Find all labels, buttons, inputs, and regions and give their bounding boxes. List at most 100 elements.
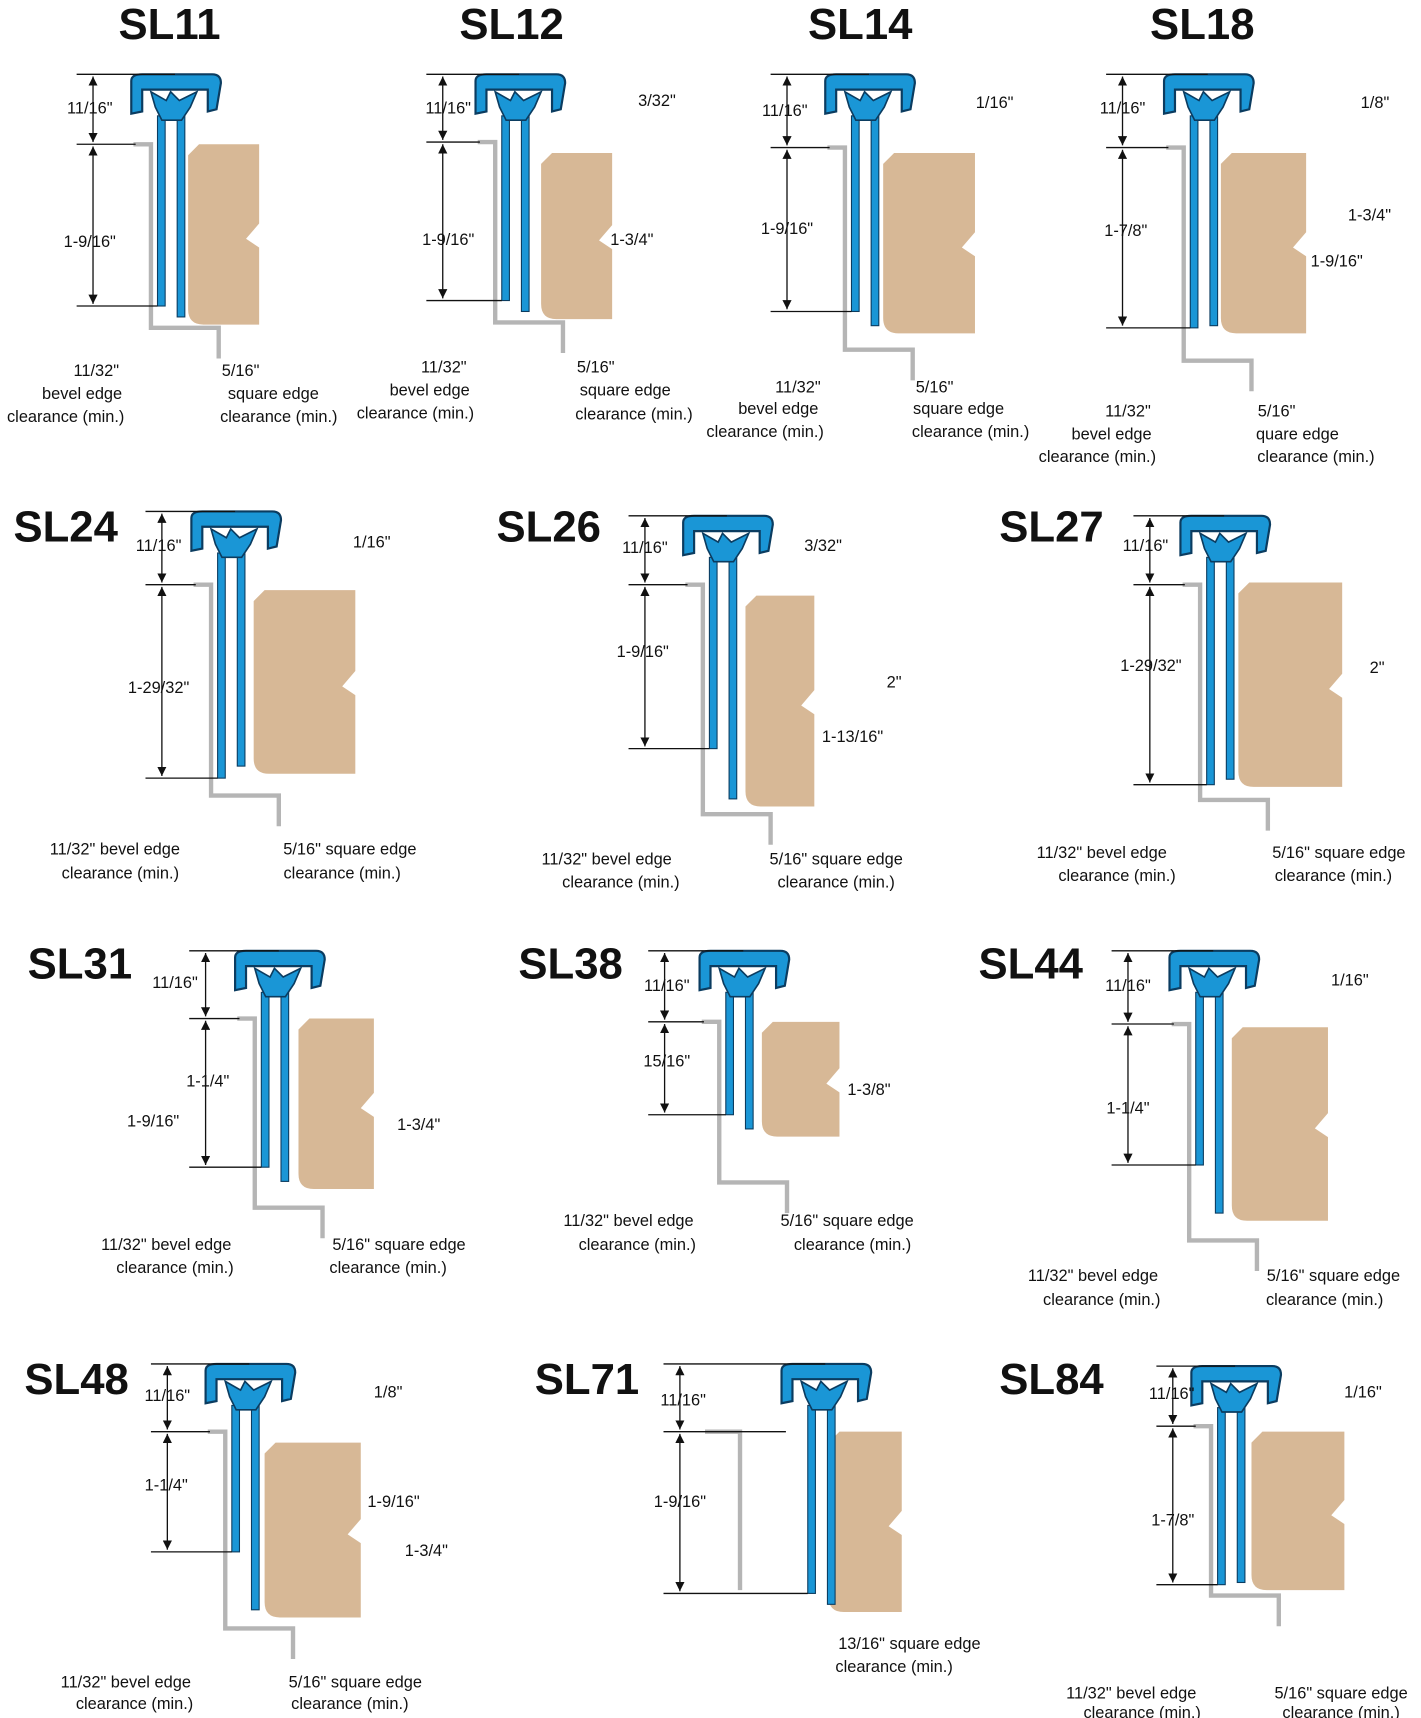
dimension-label: 11/32" bevel edge	[563, 1212, 693, 1230]
dimension-label: 1/8"	[1361, 94, 1390, 112]
dimension-label: 1-9/16"	[761, 220, 813, 238]
dimension-label: clearance (min.)	[116, 1259, 233, 1277]
dimension-label: clearance (min.)	[62, 865, 179, 883]
leaf	[708, 556, 718, 750]
door	[1220, 153, 1307, 334]
hinge-knuckle	[1187, 966, 1237, 998]
leaf	[826, 1404, 836, 1605]
hinge-head	[780, 1362, 873, 1405]
dimension-label: 11/16"	[67, 100, 113, 118]
hinge-head	[1162, 73, 1255, 115]
leaf	[850, 115, 860, 313]
leaf	[217, 552, 226, 779]
door	[1238, 582, 1343, 787]
leaf	[520, 115, 530, 313]
model-title: SL26	[497, 503, 601, 552]
model-title: SL24	[13, 503, 118, 552]
dimension-label: 1-29/32"	[128, 679, 190, 697]
jamb	[193, 582, 281, 827]
dimension-label: 11/32" bevel edge	[1066, 1684, 1196, 1702]
dimension-label: 1-9/16"	[367, 1493, 419, 1511]
leaf	[1189, 115, 1199, 329]
model-title: SL48	[24, 1355, 128, 1404]
dimension-label: 1-9/16"	[1311, 253, 1363, 271]
dimension-label: 11/16"	[136, 537, 182, 555]
leaf	[231, 1404, 241, 1553]
door	[828, 1431, 902, 1612]
hinge-head	[1179, 514, 1272, 557]
dimension-label: clearance (min.)	[220, 408, 337, 426]
dimension-label: quare edge	[1256, 425, 1339, 443]
dimension-label: 11/32" bevel edge	[101, 1236, 231, 1254]
dimension-label: 11/32"	[421, 359, 467, 377]
hinge-knuckle	[1182, 90, 1232, 122]
dimension-label: 1-9/16"	[127, 1113, 179, 1131]
dimension-label: 1/16"	[976, 94, 1014, 112]
dimension-label: 11/32"	[775, 378, 821, 396]
model-title: SL84	[999, 1355, 1104, 1404]
dimension-label: clearance (min.)	[579, 1236, 696, 1254]
dimension-label: 5/16" square edge	[283, 841, 416, 859]
leaf	[1206, 556, 1215, 786]
hinge-knuckle	[223, 1379, 273, 1411]
dimension-label: 11/16"	[1123, 537, 1169, 555]
dimension-label: 1-9/16"	[617, 643, 669, 661]
jamb	[685, 582, 773, 845]
dimension-label: 5/16" square edge	[1272, 844, 1405, 862]
dimension-label: 2"	[887, 673, 902, 691]
leaf	[807, 1404, 816, 1594]
hinge-knuckle	[1209, 1381, 1259, 1413]
jamb	[1182, 582, 1271, 831]
leaf	[260, 991, 270, 1168]
leaf	[870, 115, 880, 327]
dimension-label: clearance (min.)	[1058, 867, 1175, 885]
dimension-label: 11/32"	[1105, 402, 1151, 420]
dimension-label: 5/16" square edge	[1274, 1684, 1407, 1702]
model-title: SL18	[1150, 0, 1254, 49]
hinge-head	[824, 73, 916, 115]
dimension-label: clearance (min.)	[7, 408, 124, 426]
dimension-label: bevel edge	[1072, 425, 1152, 443]
dimension-label: clearance (min.)	[283, 865, 400, 883]
dimension-label: 1-3/4"	[405, 1542, 448, 1560]
dimension-label: 13/16" square edge	[838, 1635, 980, 1653]
dimension-label: 1-9/16"	[422, 231, 474, 249]
dimension-label: clearance (min.)	[1275, 867, 1392, 885]
hinge-knuckle	[209, 527, 259, 559]
dimension-label: clearance (min.)	[357, 405, 474, 423]
dimension-label: 1-7/8"	[1151, 1512, 1194, 1530]
dimension-label: clearance (min.)	[794, 1236, 911, 1254]
dimension-label: 1-7/8"	[1104, 222, 1147, 240]
dimension-label: 5/16" square edge	[289, 1673, 422, 1691]
dimension-label: 1-9/16"	[64, 233, 116, 251]
leaf	[728, 556, 738, 800]
hinge-head	[190, 510, 283, 553]
dimension-label: 5/16" square edge	[332, 1236, 465, 1254]
dimension-label: 1-29/32"	[1120, 657, 1182, 675]
dimension-label: 5/16"	[577, 359, 615, 377]
hinge-head	[1168, 949, 1261, 992]
dimension-label: 11/32" bevel edge	[542, 850, 672, 868]
dimension-label: bevel edge	[390, 382, 470, 400]
dimension-label: 11/32" bevel edge	[1028, 1267, 1158, 1285]
model-title: SL38	[518, 940, 622, 989]
jamb	[1171, 1021, 1260, 1272]
dimension-label: 11/16"	[1149, 1385, 1195, 1403]
leaf	[1209, 115, 1219, 327]
dimension-label: 2"	[1370, 659, 1385, 677]
dimension-label: clearance (min.)	[1043, 1291, 1160, 1309]
dimension-label: 1/16"	[1344, 1384, 1382, 1402]
dimension-label: 11/16"	[660, 1391, 706, 1409]
leaf	[744, 991, 754, 1130]
dimension-label: 3/32"	[804, 537, 842, 555]
dimension-label: 1-9/16"	[654, 1493, 706, 1511]
dimension-label: clearance (min.)	[777, 873, 894, 891]
leaf	[176, 115, 186, 318]
dimension-label: clearance (min.)	[575, 406, 692, 424]
door	[883, 153, 975, 334]
leaf	[280, 991, 290, 1182]
dimension-label: bevel edge	[42, 385, 122, 403]
dimension-label: 11/32" bevel edge	[61, 1673, 191, 1691]
